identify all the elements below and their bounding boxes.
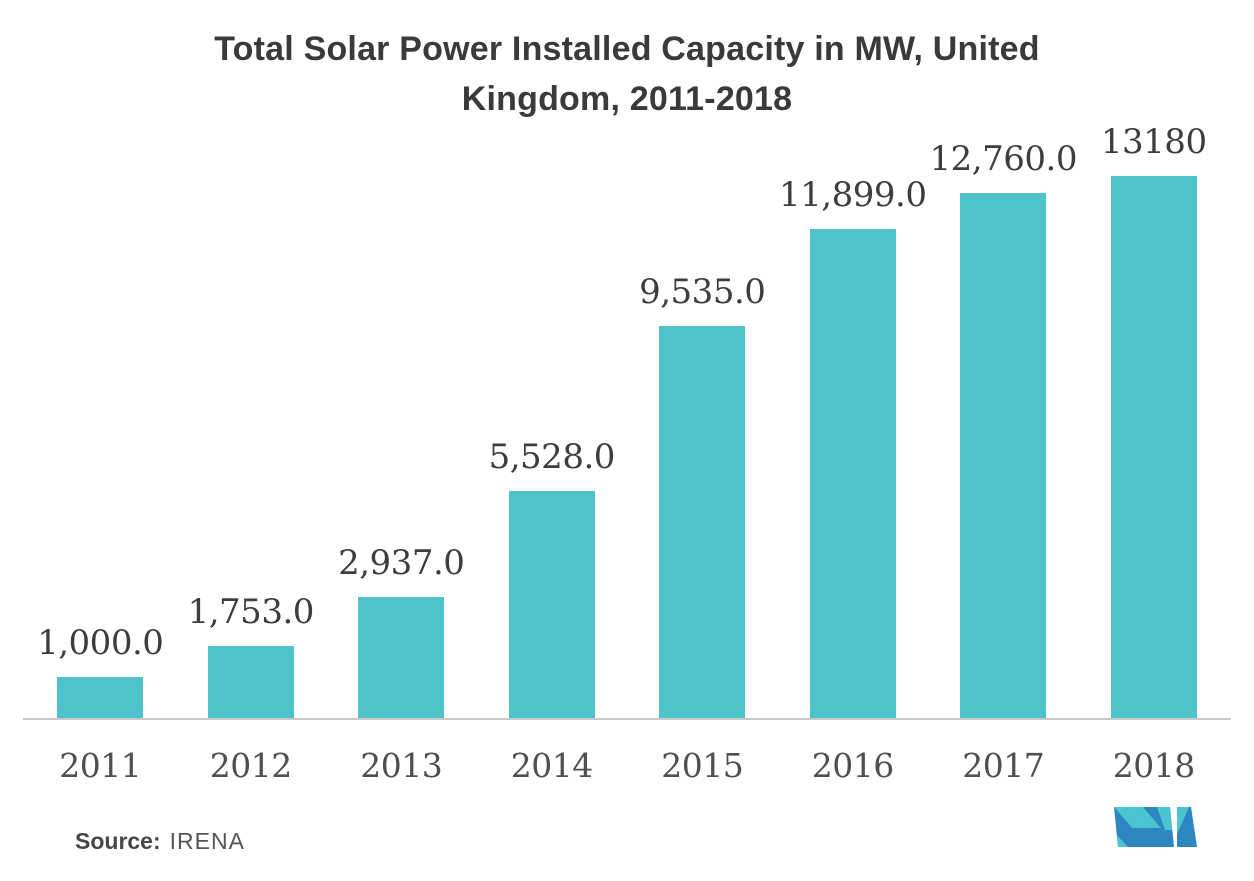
bar-2011 bbox=[57, 677, 144, 718]
bar-slot: 12,760.0 bbox=[928, 128, 1079, 718]
x-axis-label-2016: 2016 bbox=[811, 746, 894, 785]
bar-2015 bbox=[659, 326, 746, 718]
source-name: IRENA bbox=[169, 828, 245, 854]
x-axis-label-2012: 2012 bbox=[209, 746, 292, 785]
bar-2014 bbox=[508, 491, 595, 718]
bar-slot: 2,937.0 bbox=[326, 128, 477, 718]
bar-2017 bbox=[960, 193, 1047, 718]
bar-slot: 13180 bbox=[1079, 122, 1230, 718]
bar-value-label: 13180 bbox=[1100, 122, 1207, 162]
source-note: Source: IRENA bbox=[75, 828, 245, 855]
bar-slot: 1,000.0 bbox=[25, 128, 176, 718]
source-label: Source: bbox=[75, 828, 161, 854]
mordor-intelligence-logo bbox=[1113, 806, 1197, 848]
bar-value-label: 5,528.0 bbox=[488, 437, 616, 477]
bar-slot: 1,753.0 bbox=[176, 128, 327, 718]
chart-title: Total Solar Power Installed Capacity in … bbox=[214, 30, 1040, 118]
x-axis-labels: 2011 2012 2013 2014 2015 2016 2017 2018 bbox=[25, 746, 1229, 785]
bar-value-label: 11,899.0 bbox=[779, 175, 927, 215]
bar-slot: 5,528.0 bbox=[477, 128, 628, 718]
plot-area: 1,000.0 1,753.0 2,937.0 5,528.0 9,535.0 11,89… bbox=[25, 122, 1230, 718]
x-axis-line bbox=[23, 718, 1231, 720]
logo-m-icon bbox=[1114, 807, 1197, 847]
bar-value-label: 9,535.0 bbox=[639, 272, 766, 312]
x-axis-label-2014: 2014 bbox=[510, 746, 593, 785]
bar-value-label: 1,000.0 bbox=[37, 623, 164, 663]
bar-slot: 9,535.0 bbox=[627, 128, 778, 718]
x-axis-label-2017: 2017 bbox=[962, 746, 1045, 785]
bar-2018 bbox=[1110, 176, 1197, 718]
bar-value-label: 12,760.0 bbox=[929, 139, 1078, 179]
x-axis-label-2018: 2018 bbox=[1112, 746, 1195, 785]
bar-value-label: 1,753.0 bbox=[187, 592, 315, 632]
bar-value-label: 2,937.0 bbox=[338, 543, 465, 583]
bar-slot: 11,899.0 bbox=[778, 128, 929, 718]
x-axis-label-2011: 2011 bbox=[59, 746, 142, 785]
x-axis-label-2015: 2015 bbox=[661, 746, 744, 785]
x-axis-label-2013: 2013 bbox=[360, 746, 443, 785]
bar-2016 bbox=[809, 229, 896, 718]
bar-2012 bbox=[207, 646, 294, 718]
bar-2013 bbox=[358, 597, 445, 718]
